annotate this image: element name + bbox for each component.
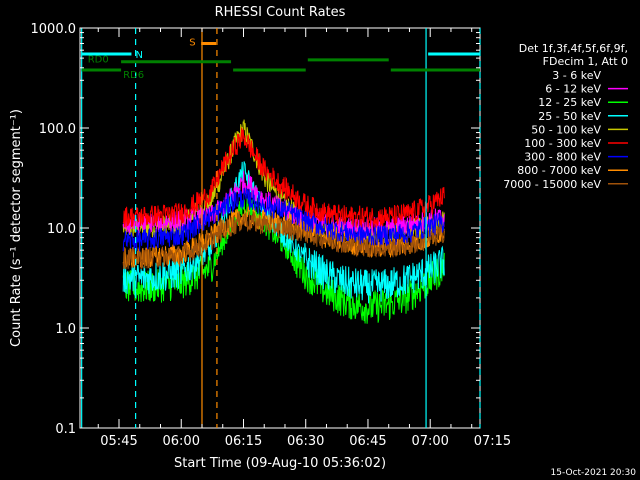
flag-label-rd6: RD6 [123, 70, 144, 81]
x-tick-label: 06:15 [225, 434, 262, 449]
legend-entry-label: 800 - 7000 keV [517, 164, 601, 177]
legend-entry-label: 12 - 25 keV [538, 96, 601, 109]
chart-title: RHESSI Count Rates [215, 5, 346, 20]
axis-layer: 0.1 1.0 10.0 100.0 1000.0 05:45 06:00 06:15 06:3… [31, 22, 512, 449]
x-tick-label: 06:00 [163, 434, 200, 449]
y-tick-label: 1000.0 [31, 22, 77, 37]
legend-entry-label: 25 - 50 keV [538, 110, 601, 123]
legend-entry-label: 6 - 12 keV [545, 83, 601, 96]
legend-entry-label: 7000 - 15000 keV [503, 178, 601, 191]
series-layer [122, 119, 445, 327]
y-tick-label: 1.0 [55, 322, 76, 337]
x-axis-label: Start Time (09-Aug-10 05:36:02) [174, 456, 386, 471]
series-line-7000-15000-kev [122, 211, 445, 270]
flag-label-rd0: RD0 [88, 55, 109, 66]
y-tick-label: 0.1 [55, 422, 76, 437]
y-tick-label: 100.0 [39, 122, 76, 137]
x-tick-label: 07:15 [474, 434, 511, 449]
y-tick-label: 10.0 [47, 222, 76, 237]
series-line-800-7000-kev [122, 206, 445, 269]
flag-label-s: S [189, 38, 195, 49]
legend-entry-label: 300 - 800 keV [524, 151, 601, 164]
marker-layer [81, 28, 481, 428]
legend-entry-label: 3 - 6 keV [552, 69, 601, 82]
legend-header-decim: FDecim 1, Att 0 [543, 55, 628, 68]
footer-timestamp: 15-Oct-2021 20:30 [551, 468, 637, 478]
legend-entry-label: 100 - 300 keV [524, 137, 601, 150]
flag-label-n: N [136, 50, 143, 61]
x-tick-label: 06:45 [349, 434, 386, 449]
y-axis-label: Count Rate (s⁻¹ detector segment⁻¹) [9, 109, 24, 347]
x-tick-label: 05:45 [100, 434, 137, 449]
legend-header-detectors: Det 1f,3f,4f,5f,6f,9f, [519, 42, 628, 55]
series-line-300-800-kev [122, 187, 445, 252]
x-tick-label: 06:30 [287, 434, 324, 449]
x-tick-label: 07:00 [411, 434, 448, 449]
series-line-100-300-kev [122, 127, 445, 228]
series-line-25-50-kev [122, 161, 445, 304]
legend-entry-label: 50 - 100 keV [531, 123, 601, 136]
flag-layer: N S RD0 RD6 [81, 38, 480, 81]
